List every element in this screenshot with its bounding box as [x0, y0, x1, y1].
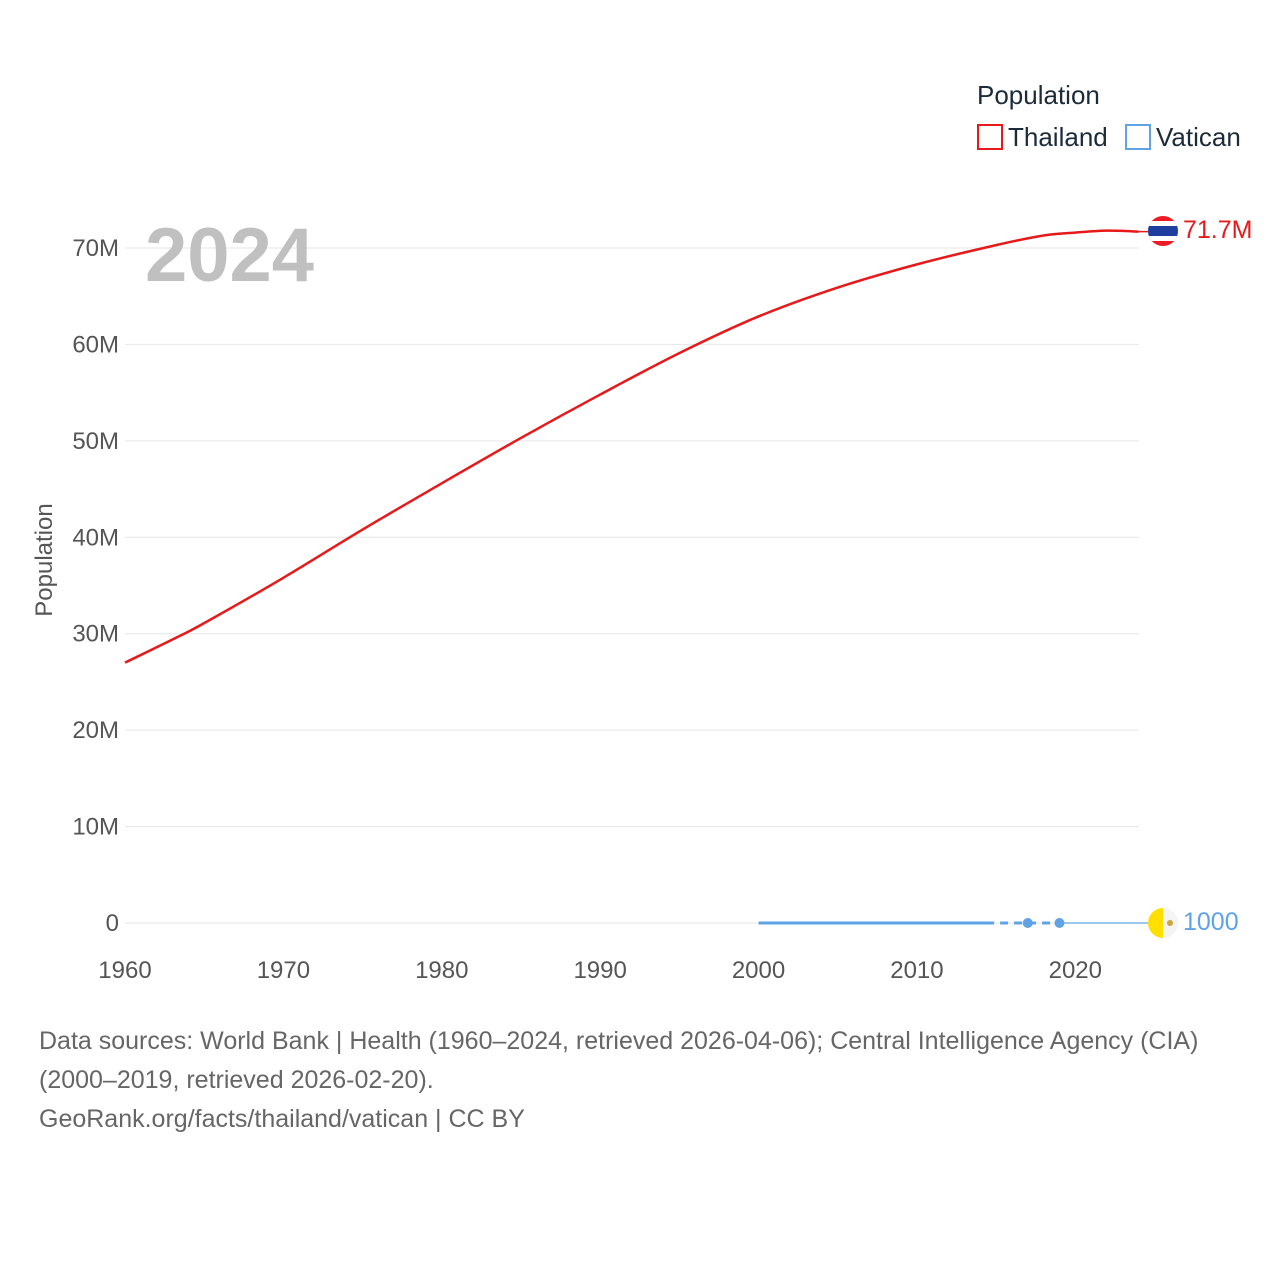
x-tick-label: 1970: [257, 957, 310, 984]
legend-title: Population: [977, 80, 1100, 110]
legend-item-vatican[interactable]: Vatican: [1125, 122, 1241, 152]
x-tick-label: 2000: [732, 957, 785, 984]
credit-link[interactable]: GeoRank.org/facts/thailand/vatican | CC …: [39, 1105, 525, 1133]
population-chart: 0 10M 20M 30M 40M 50M 60M 70M 1960 1970 1980 1990 2…: [31, 80, 1252, 984]
vatican-end-label: 1000: [1183, 908, 1239, 936]
year-label: 2024: [145, 213, 314, 298]
y-axis-label: Population: [31, 503, 58, 616]
legend-item-thailand[interactable]: Thailand: [977, 122, 1108, 152]
vatican-point: [1022, 917, 1033, 928]
y-tick-label: 0: [106, 910, 119, 937]
y-tick-label: 30M: [72, 621, 119, 648]
y-tick-label: 10M: [72, 814, 119, 841]
y-axis: 0 10M 20M 30M 40M 50M 60M 70M: [72, 235, 119, 937]
x-tick-label: 2020: [1049, 957, 1102, 984]
series-end-markers: 71.7M 1000: [1148, 216, 1252, 938]
thailand-end-label: 71.7M: [1183, 216, 1252, 244]
x-tick-label: 1990: [573, 957, 626, 984]
data-sources-text: Data sources: World Bank | Health (1960–…: [39, 1027, 1199, 1094]
y-tick-label: 70M: [72, 235, 119, 262]
thailand-flag: [1148, 216, 1178, 246]
legend: Population Thailand Vatican: [977, 80, 1241, 152]
legend-label-vatican: Vatican: [1156, 122, 1241, 152]
footer: Data sources: World Bank | Health (1960–…: [39, 1022, 1249, 1139]
legend-swatch-thailand: [977, 124, 1003, 150]
y-tick-label: 50M: [72, 428, 119, 455]
legend-swatch-vatican: [1125, 124, 1151, 150]
x-tick-label: 2010: [890, 957, 943, 984]
x-tick-label: 1980: [415, 957, 468, 984]
y-tick-label: 40M: [72, 524, 119, 551]
vatican-flag-yellow: [1148, 908, 1163, 938]
thailand-flag-blue: [1148, 226, 1178, 236]
vatican-flag-emblem: [1167, 920, 1173, 926]
y-tick-label: 60M: [72, 331, 119, 358]
x-axis: 1960 1970 1980 1990 2000 2010 2020: [98, 957, 1102, 984]
x-tick-label: 1960: [98, 957, 151, 984]
y-tick-label: 20M: [72, 717, 119, 744]
gridlines: [125, 247, 1139, 924]
vatican-flag: [1148, 908, 1178, 938]
legend-label-thailand: Thailand: [1008, 122, 1108, 152]
series-lines: [124, 229, 1160, 928]
thailand-line: [124, 229, 1139, 664]
